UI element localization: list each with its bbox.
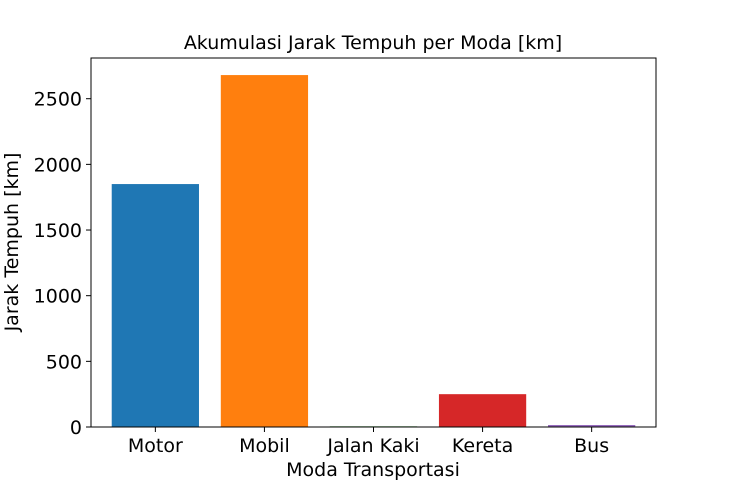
bar-kereta — [438, 394, 527, 427]
y-tick-label: 2000 — [34, 154, 82, 176]
y-axis: 0 500 1000 1500 2000 2500 — [34, 89, 91, 439]
bar-bus — [548, 425, 636, 427]
x-tick-label: Mobil — [239, 435, 290, 457]
y-tick-label: 1000 — [34, 286, 82, 308]
y-tick-label: 2500 — [34, 89, 82, 111]
x-axis: Motor Mobil Jalan Kaki Kereta Bus — [128, 427, 609, 457]
y-axis-label: Jarak Tempuh [km] — [1, 153, 23, 333]
bars-group — [111, 75, 636, 427]
x-tick-label: Jalan Kaki — [326, 435, 419, 457]
bar-motor — [111, 184, 199, 427]
bar-mobil — [220, 75, 309, 427]
y-tick-label: 0 — [70, 417, 82, 439]
x-tick-label: Bus — [574, 435, 609, 457]
chart-title: Akumulasi Jarak Tempuh per Moda [km] — [184, 32, 562, 54]
x-axis-label: Moda Transportasi — [286, 459, 460, 480]
x-tick-label: Motor — [128, 435, 183, 457]
y-tick-label: 500 — [46, 351, 82, 373]
y-tick-label: 1500 — [34, 220, 82, 242]
x-tick-label: Kereta — [452, 435, 513, 457]
